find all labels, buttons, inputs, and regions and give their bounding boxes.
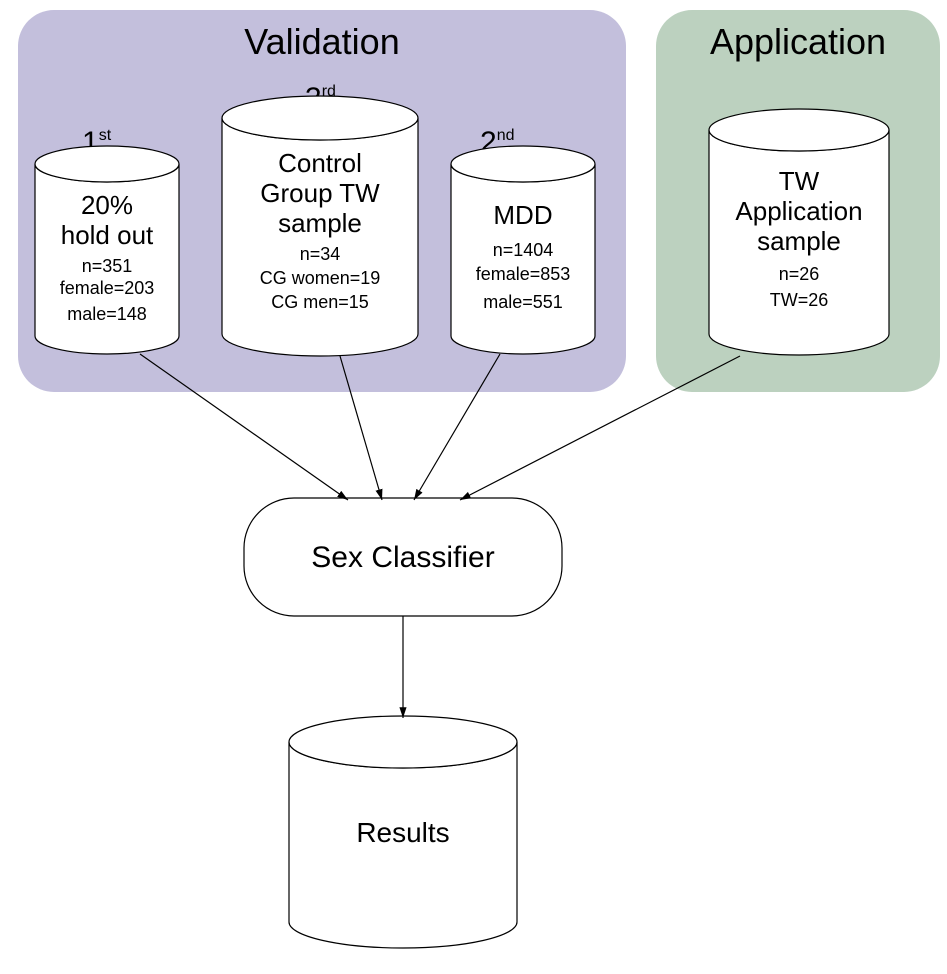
- svg-text:n=34: n=34: [300, 244, 341, 264]
- svg-text:Group TW: Group TW: [260, 178, 380, 208]
- svg-text:n=351: n=351: [82, 256, 133, 276]
- svg-text:female=853: female=853: [476, 264, 571, 284]
- classifier-label: Sex Classifier: [311, 541, 494, 574]
- results-label: Results: [356, 817, 449, 848]
- cylinder-control-group-tw: ControlGroup TWsample n=34 CG women=19 CG m…: [222, 96, 418, 356]
- validation-title: Validation: [244, 21, 399, 62]
- svg-text:CG men=15: CG men=15: [271, 292, 369, 312]
- cylinder-holdout: 20%hold out n=351female=203 male=148: [35, 146, 179, 354]
- cylinder-results: Results: [289, 716, 517, 948]
- svg-text:MDD: MDD: [493, 200, 552, 230]
- svg-text:n=1404: n=1404: [493, 240, 554, 260]
- diagram-root: ValidationApplication1st3rd2nd20%hold ou…: [0, 0, 947, 974]
- svg-text:20%: 20%: [81, 190, 133, 220]
- svg-text:Control: Control: [278, 148, 362, 178]
- svg-text:hold out: hold out: [61, 220, 154, 250]
- svg-text:CG women=19: CG women=19: [260, 268, 381, 288]
- svg-text:TW=26: TW=26: [770, 290, 829, 310]
- svg-text:male=551: male=551: [483, 292, 563, 312]
- svg-text:sample: sample: [278, 208, 362, 238]
- svg-text:female=203: female=203: [60, 278, 155, 298]
- classifier-node: Sex Classifier: [244, 498, 562, 616]
- application-title: Application: [710, 21, 886, 62]
- cylinder-mdd: MDD n=1404 female=853 male=551: [451, 146, 595, 354]
- svg-text:male=148: male=148: [67, 304, 147, 324]
- svg-text:TW: TW: [779, 166, 820, 196]
- svg-text:n=26: n=26: [779, 264, 820, 284]
- svg-text:sample: sample: [757, 226, 841, 256]
- svg-text:Application: Application: [735, 196, 862, 226]
- cylinder-tw-application: TWApplicationsample n=26 TW=26: [709, 109, 889, 355]
- diagram-svg: ValidationApplication1st3rd2nd20%hold ou…: [0, 0, 947, 974]
